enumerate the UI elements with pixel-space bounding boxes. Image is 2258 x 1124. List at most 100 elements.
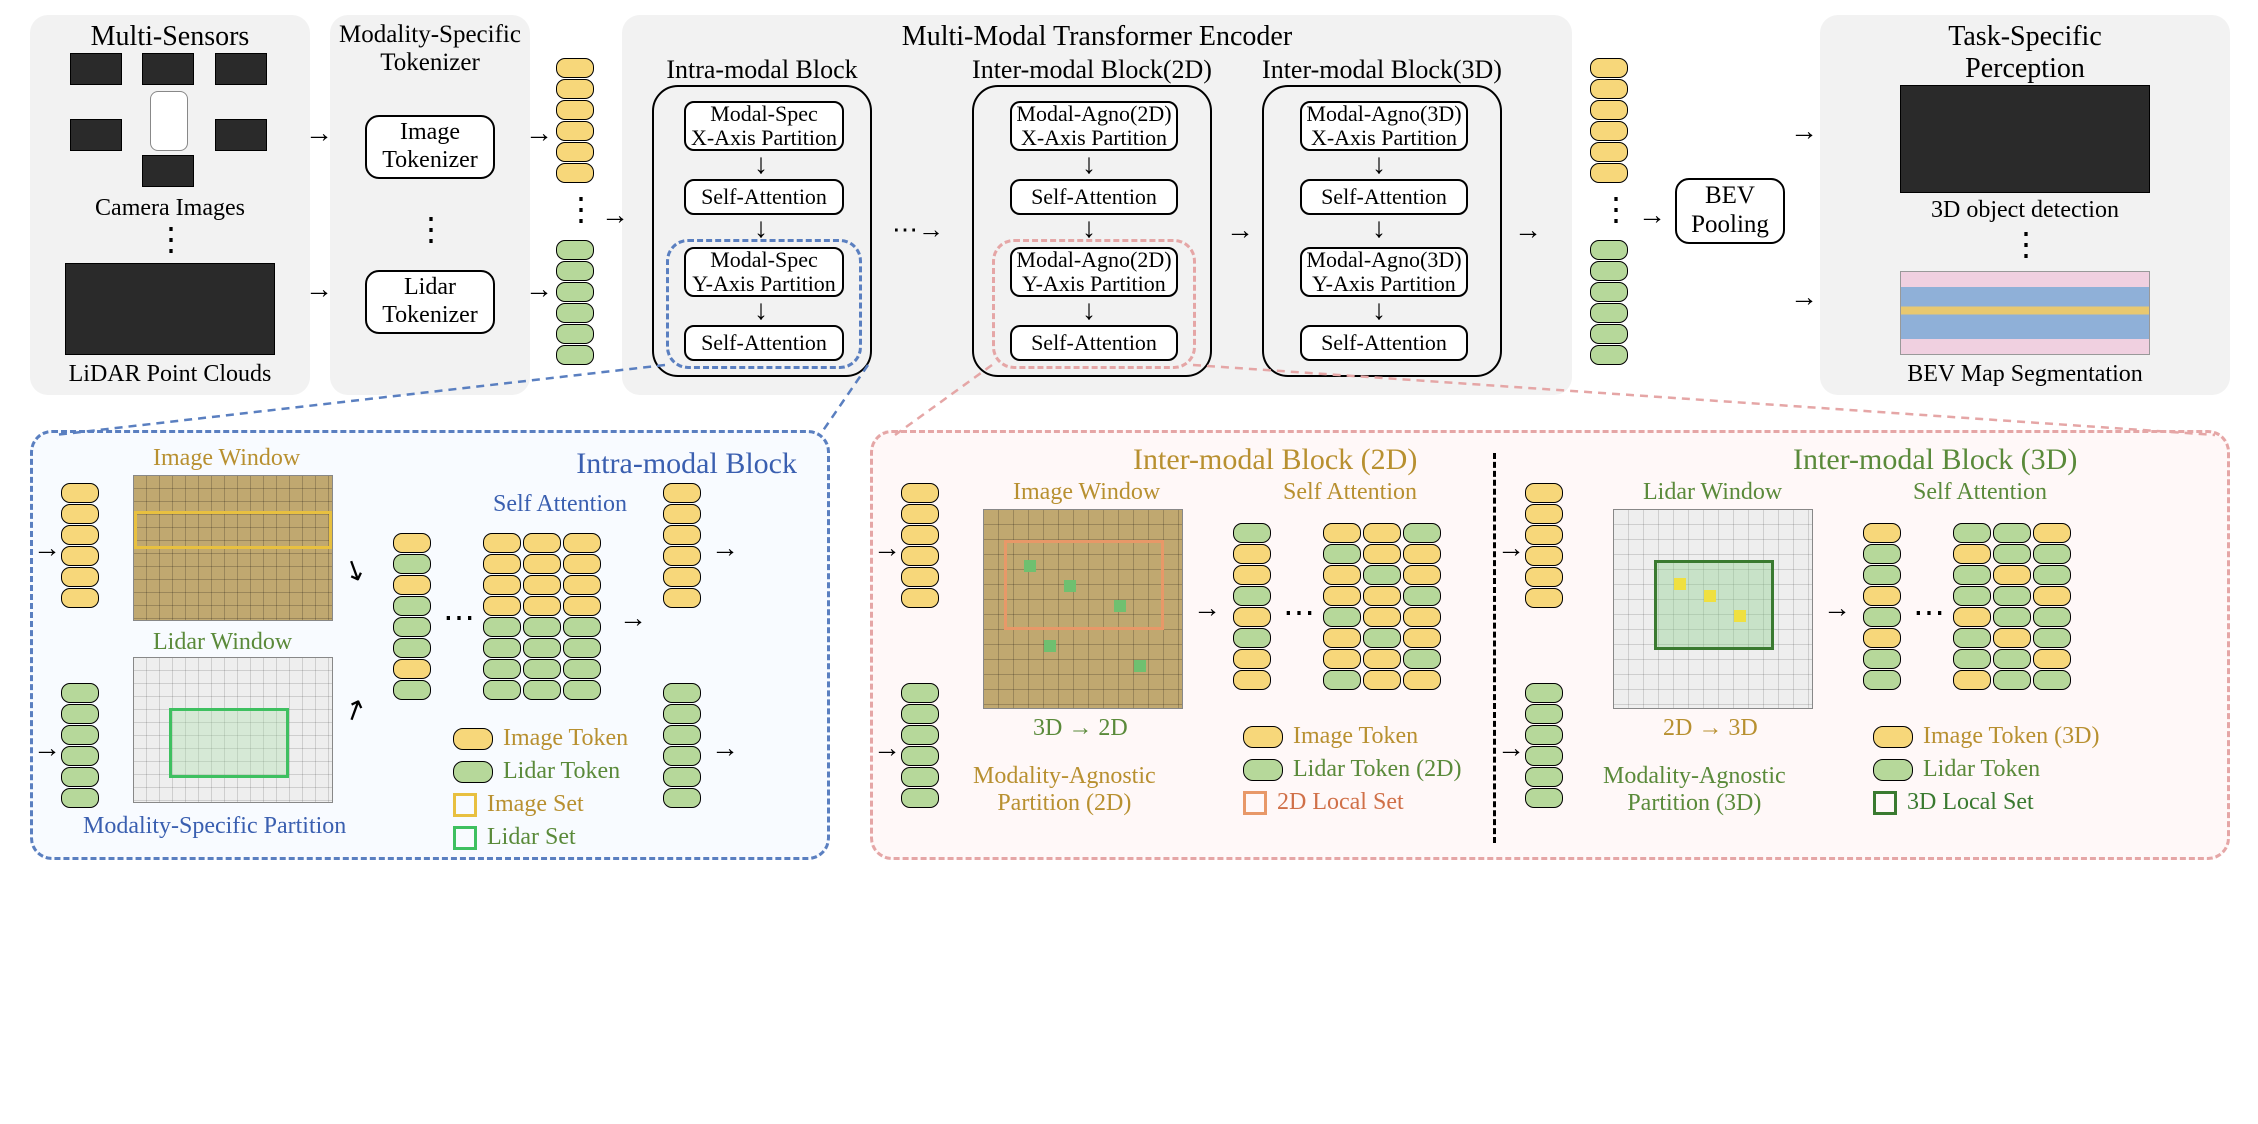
leg-lidar-tok-2d: Lidar Token (2D) [1293,756,1462,783]
inter3d-in-g [1525,683,1563,808]
inter2d-in-y [901,483,939,608]
vertical-divider [1493,453,1496,843]
sensors-panel: Multi-Sensors Camera Images ⋮ LiDAR Poin… [30,15,310,395]
leg-img-tok-2d: Image Token [1293,723,1418,750]
sa-2d-1: Self-Attention [1010,179,1178,215]
intra-detail-title: Intra-modal Block [576,447,797,481]
image-tokenizer-box: Image Tokenizer [365,115,495,179]
arrow-down-icon: ↓ [1082,295,1096,327]
tasks-title: Task-Specific Perception [1820,21,2230,85]
token-vdots-icon: ⋮ [565,190,595,228]
intra-out-g [663,683,701,808]
modal-spec-y-box: Modal-Spec Y-Axis Partition [684,247,844,297]
encoder-hdots-icon: ⋯→ [892,215,944,245]
arrow-down-icon: ↓ [1372,213,1386,245]
arrow-down-icon: ↓ [1082,149,1096,181]
modality-agnostic-partition-2d: Modality-Agnostic Partition (2D) [973,763,1156,817]
lidar-label: LiDAR Point Clouds [30,361,310,388]
intra-mid-col1 [393,533,431,700]
arrow-icon: → [305,118,333,150]
legend-lidar-set: Lidar Set [487,824,576,851]
arrow-icon: → [305,274,333,306]
sa-2d-2: Self-Attention [1010,325,1178,361]
intra-out-y [663,483,701,608]
encoder-title: Multi-Modal Transformer Encoder [622,21,1572,53]
arrow-down-icon: ↓ [754,149,768,181]
arrow-icon: → [1193,593,1221,625]
tokens-green-bottom [556,240,594,365]
arrow-icon: → [525,274,553,306]
arrow-down-icon: ↓ [1372,295,1386,327]
leg-local-3d: 3D Local Set [1907,789,2034,816]
legend-lidar-token: Lidar Token [503,758,620,785]
tasks-panel: Task-Specific Perception 3D object detec… [1820,15,2230,395]
intra-legend: Image Token Lidar Token Image Set Lidar … [453,725,628,851]
arrow-icon: → [619,603,647,635]
encoder-panel: Multi-Modal Transformer Encoder Intra-mo… [622,15,1572,395]
camera-images-label: Camera Images [30,195,310,222]
modal-agno3d-x-box: Modal-Agno(3D) X-Axis Partition [1300,101,1468,151]
image-window-label: Image Window [153,445,300,472]
inter3d-grid [1953,523,2071,690]
tokenizer-title: Modality-Specific Tokenizer [330,21,530,77]
inter2d-block-frame: Modal-Agno(2D) X-Axis Partition ↓ Self-A… [972,85,1212,377]
intra-in-g [61,683,99,808]
intra-grid [483,533,601,700]
image-window-grid [133,475,333,621]
arrow-icon: → [1823,593,1851,625]
modal-spec-x-box: Modal-Spec X-Axis Partition [684,101,844,151]
arrow-icon: → [711,533,739,565]
car-cameras-diagram [60,55,280,185]
inter2d-block-label: Inter-modal Block(2D) [962,55,1222,85]
arrow-icon: → [33,533,61,565]
lidar-window-label-3d: Lidar Window [1643,479,1782,506]
sa-box-2: Self-Attention [684,325,844,361]
tokens-yellow-top [556,58,594,183]
inter3d-legend: Image Token (3D) Lidar Token 3D Local Se… [1873,723,2099,816]
legend-image-token: Image Token [503,725,628,752]
seg-label: BEV Map Segmentation [1820,361,2230,388]
modal-agno3d-y-box: Modal-Agno(3D) Y-Axis Partition [1300,247,1468,297]
inter2d-detail-title: Inter-modal Block (2D) [1133,443,1417,477]
inter2d-in-g [901,683,939,808]
modal-agno2d-y-box: Modal-Agno(2D) Y-Axis Partition [1010,247,1178,297]
inter3d-block-label: Inter-modal Block(3D) [1252,55,1512,85]
lidar-window-grid [133,657,333,803]
lidar-window-label: Lidar Window [153,629,292,656]
intra-in-y [61,483,99,608]
sa-3d-2: Self-Attention [1300,325,1468,361]
modal-agno2d-x-box: Modal-Agno(2D) X-Axis Partition [1010,101,1178,151]
modality-agnostic-partition-3d: Modality-Agnostic Partition (3D) [1603,763,1786,817]
arrow-icon: → [1514,215,1542,247]
bev-pooling-box: BEV Pooling [1675,178,1785,244]
arrow-icon: → [601,200,629,232]
sa-box-1: Self-Attention [684,179,844,215]
arrow-icon: → [1638,200,1666,232]
seg-image [1900,271,2150,355]
sa-3d-1: Self-Attention [1300,179,1468,215]
arrow-icon: → [873,533,901,565]
leg-local-2d: 2D Local Set [1277,789,1404,816]
proj-3d-2d-label: 3D → 2D [1033,715,1128,742]
arrow-down-icon: ↓ [1372,149,1386,181]
inter3d-block-frame: Modal-Agno(3D) X-Axis Partition ↓ Self-A… [1262,85,1502,377]
arrow-icon: → [33,733,61,765]
tokens-green-out [1590,240,1628,365]
self-attention-label-intra: Self Attention [493,491,627,518]
tokenizer-panel: Modality-Specific Tokenizer Image Tokeni… [330,15,530,395]
leg-img-tok-3d: Image Token (3D) [1923,723,2099,750]
legend-image-set: Image Set [487,791,584,818]
inter-detail-panel: Inter-modal Block (2D) → → Image Window … [870,430,2230,860]
lidar-window-3d-grid [1613,509,1813,709]
hdots-icon: ⋯ [1283,593,1315,631]
det-image [1900,85,2150,193]
modality-specific-partition-label: Modality-Specific Partition [83,813,346,840]
inter3d-detail-title: Inter-modal Block (3D) [1793,443,2077,477]
arrow-icon: ↗ [337,690,373,731]
inter3d-mid [1863,523,1901,690]
intra-block-label: Intra-modal Block [652,55,872,85]
arrow-icon: → [1497,733,1525,765]
sensors-title: Multi-Sensors [30,21,310,53]
leg-lidar-tok-3d: Lidar Token [1923,756,2040,783]
self-attention-label-3d: Self Attention [1913,479,2047,506]
